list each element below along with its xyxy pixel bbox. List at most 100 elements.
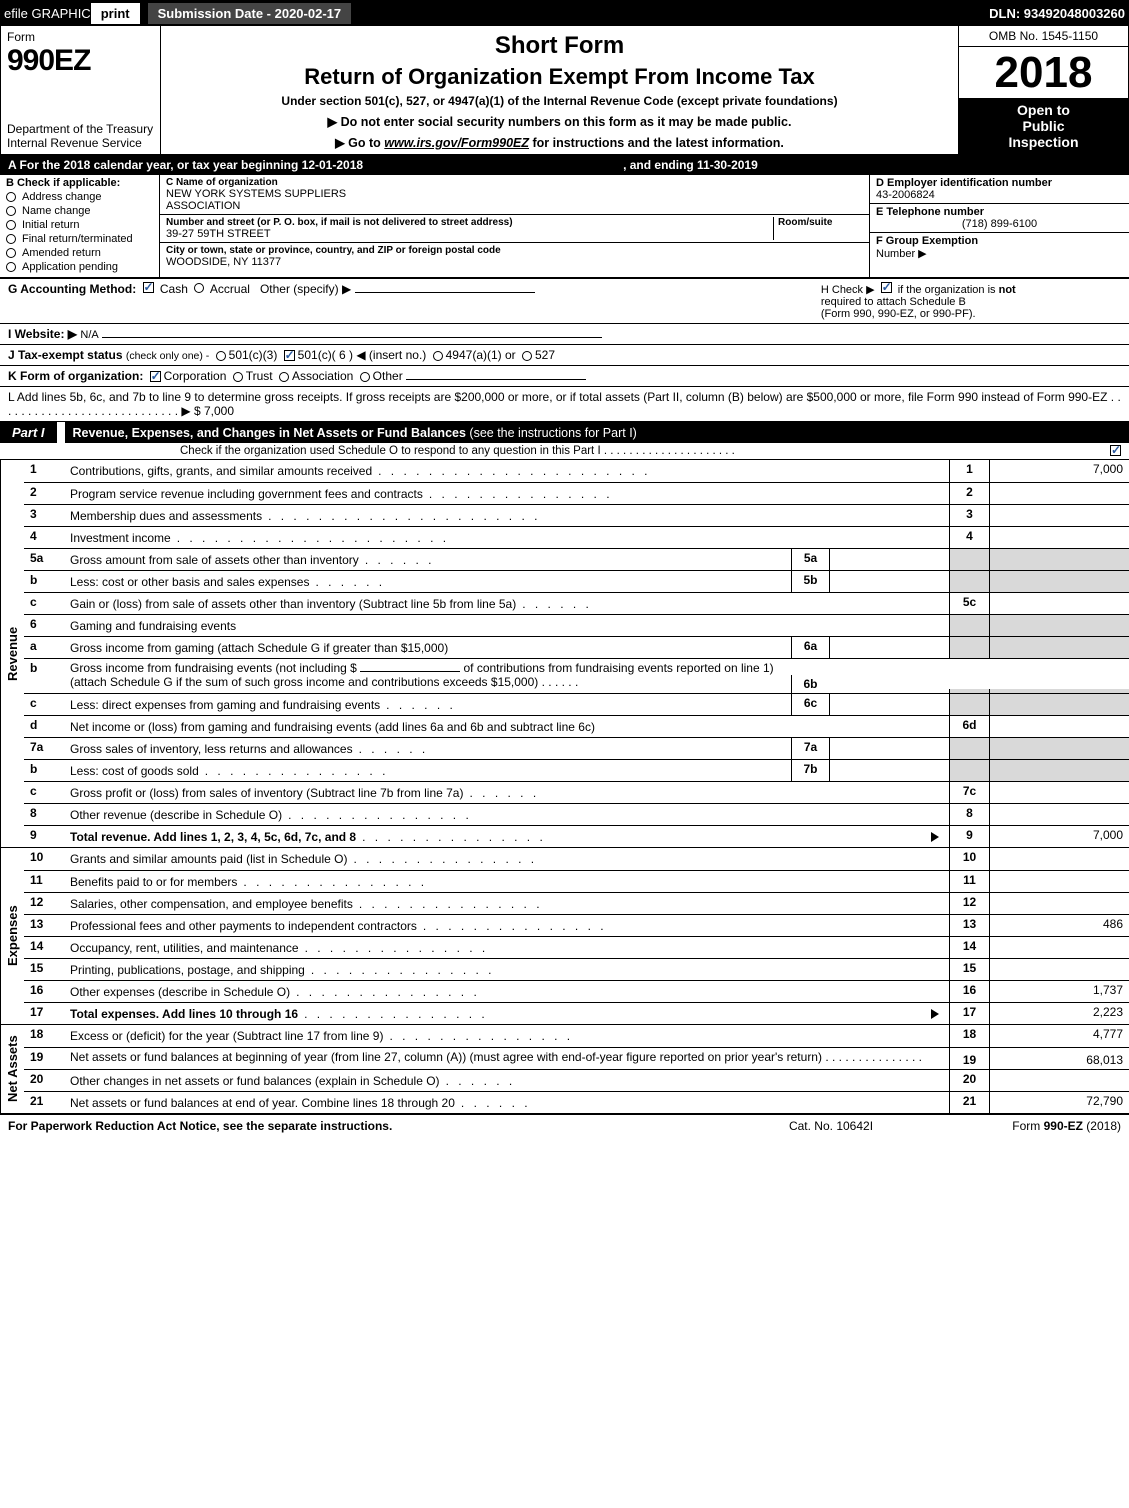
k-trust-radio[interactable] — [233, 372, 243, 382]
line-1-desc: Contributions, gifts, grants, and simila… — [70, 464, 372, 478]
line-3-val — [989, 505, 1129, 526]
line-10-desc: Grants and similar amounts paid (list in… — [70, 852, 347, 866]
h2: if the organization is — [898, 284, 999, 296]
line-15-num: 15 — [24, 959, 64, 980]
ssn-notice: ▶ Do not enter social security numbers o… — [171, 114, 948, 129]
initial-return[interactable]: Initial return — [6, 219, 153, 231]
line-6a-sub: 6a — [791, 637, 829, 658]
line-13: 13 Professional fees and other payments … — [24, 914, 1129, 936]
line-6a-num: a — [24, 637, 64, 658]
website-value: N/A — [80, 329, 98, 341]
j-501c-checkbox[interactable] — [284, 350, 295, 361]
name-change[interactable]: Name change — [6, 205, 153, 217]
line-9-num: 9 — [24, 826, 64, 847]
line-1: 1 Contributions, gifts, grants, and simi… — [24, 460, 1129, 482]
k-assoc-radio[interactable] — [279, 372, 289, 382]
line-21: 21 Net assets or fund balances at end of… — [24, 1091, 1129, 1113]
amended-return[interactable]: Amended return — [6, 247, 153, 259]
final-return[interactable]: Final return/terminated — [6, 233, 153, 245]
line-8: 8 Other revenue (describe in Schedule O)… — [24, 803, 1129, 825]
line-6-desc: Gaming and fundraising events — [70, 619, 236, 633]
line-19-val: 68,013 — [989, 1048, 1129, 1069]
addr-change[interactable]: Address change — [6, 191, 153, 203]
print-button[interactable]: print — [91, 3, 140, 24]
line-12-num: 12 — [24, 893, 64, 914]
line-9-desc: Total revenue. Add lines 1, 2, 3, 4, 5c,… — [70, 830, 356, 844]
line-7c-val — [989, 782, 1129, 803]
line-1-col: 1 — [949, 460, 989, 482]
line-10-col: 10 — [949, 848, 989, 870]
city-label: City or town, state or province, country… — [166, 245, 863, 256]
line-6a-subval — [829, 637, 949, 658]
line-1-num: 1 — [24, 460, 64, 482]
line-6b: b Gross income from fundraising events (… — [24, 658, 1129, 693]
line-7c-desc: Gross profit or (loss) from sales of inv… — [70, 786, 463, 800]
line-10-val — [989, 848, 1129, 870]
grey-cell — [989, 549, 1129, 570]
line-6a: a Gross income from gaming (attach Sched… — [24, 636, 1129, 658]
line-6c-desc: Less: direct expenses from gaming and fu… — [70, 698, 380, 712]
revenue-block: Revenue 1 Contributions, gifts, grants, … — [0, 460, 1129, 848]
grey-cell — [989, 637, 1129, 658]
cash-label: Cash — [160, 282, 188, 296]
i-label: I Website: ▶ — [8, 327, 77, 341]
line-7a: 7a Gross sales of inventory, less return… — [24, 737, 1129, 759]
application-pending[interactable]: Application pending — [6, 261, 153, 273]
other-blank[interactable] — [355, 292, 535, 293]
j-4947-radio[interactable] — [433, 351, 443, 361]
line-14-desc: Occupancy, rent, utilities, and maintena… — [70, 941, 299, 955]
accrual-radio[interactable] — [194, 283, 204, 293]
dots: . . . . . . . . . . . . . . . — [282, 808, 943, 822]
grey-cell — [989, 571, 1129, 592]
part1-sub: Check if the organization used Schedule … — [0, 443, 1129, 460]
part1-sub-checkbox[interactable] — [1110, 445, 1121, 456]
line-6-num: 6 — [24, 615, 64, 636]
dots: . . . . . . . . . . . . . . . — [237, 875, 943, 889]
line-18-num: 18 — [24, 1025, 64, 1047]
dots: . . . . . . . . . . . . . . . — [299, 941, 943, 955]
part1-header: Part I Revenue, Expenses, and Changes in… — [0, 422, 1129, 443]
line-7c: c Gross profit or (loss) from sales of i… — [24, 781, 1129, 803]
form-number: 990EZ — [7, 44, 154, 78]
main-title: Return of Organization Exempt From Incom… — [171, 64, 948, 90]
footer: For Paperwork Reduction Act Notice, see … — [0, 1115, 1129, 1137]
line-4-desc: Investment income — [70, 531, 171, 545]
line-6c-sub: 6c — [791, 694, 829, 715]
grey-cell — [989, 689, 1129, 693]
line-6d-val — [989, 716, 1129, 737]
dots: . . . . . . — [380, 698, 785, 712]
section-j: J Tax-exempt status (check only one) - 5… — [0, 345, 1129, 366]
section-g: G Accounting Method: ✓ Cash Accrual Othe… — [0, 279, 813, 323]
arrow-icon — [931, 1009, 939, 1019]
dots: . . . . . . — [516, 597, 943, 611]
application-pending-label: Application pending — [22, 261, 118, 273]
submission-date-button[interactable]: Submission Date - 2020-02-17 — [148, 3, 352, 24]
grey-cell — [949, 637, 989, 658]
k-corp-checkbox[interactable] — [150, 371, 161, 382]
k-other-blank — [406, 379, 586, 380]
line-19-col: 19 — [949, 1048, 989, 1069]
j-527-radio[interactable] — [522, 351, 532, 361]
line-6b-num: b — [24, 659, 64, 677]
dots: . . . . . . . . . . . . . . . — [356, 830, 927, 844]
grey-cell — [949, 738, 989, 759]
top-bar: efile GRAPHIC print Submission Date - 20… — [0, 0, 1129, 26]
line-7a-num: 7a — [24, 738, 64, 759]
line-13-num: 13 — [24, 915, 64, 936]
irs-link[interactable]: www.irs.gov/Form990EZ — [384, 136, 529, 150]
k-label: K Form of organization: — [8, 369, 143, 383]
line-13-val: 486 — [989, 915, 1129, 936]
addr-change-label: Address change — [22, 191, 102, 203]
name-change-label: Name change — [22, 205, 91, 217]
k-other-radio[interactable] — [360, 372, 370, 382]
line-14-num: 14 — [24, 937, 64, 958]
j-501c3-radio[interactable] — [216, 351, 226, 361]
h-checkbox[interactable]: ✓ — [881, 282, 892, 293]
line-4-col: 4 — [949, 527, 989, 548]
dots: . . . . . . — [463, 786, 943, 800]
line-6c-num: c — [24, 694, 64, 715]
dept-treasury: Department of the Treasury — [7, 122, 154, 136]
cash-checkbox[interactable]: ✓ — [143, 282, 154, 293]
c-label: C Name of organization — [166, 177, 863, 188]
ein-value: 43-2006824 — [876, 189, 1123, 201]
